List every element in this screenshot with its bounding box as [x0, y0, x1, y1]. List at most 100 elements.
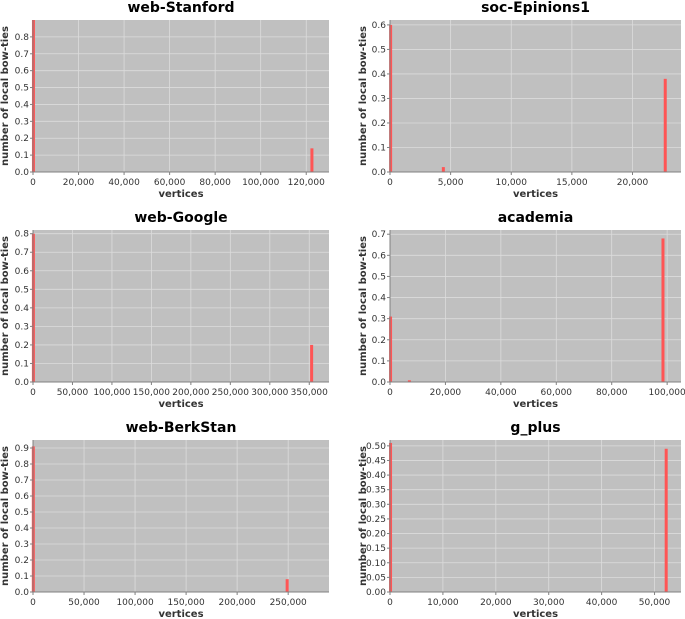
y-axis-label: number of local bow-ties	[358, 26, 369, 166]
x-tick-label: 50,000	[57, 388, 89, 398]
x-tick-label: 40,000	[586, 598, 618, 608]
chart-title: g_plus	[510, 420, 560, 436]
chart-panel-2: 0 5,000 10,000 15,000 20,000 0.0 0.1 0.2 0.3 0.4 0…	[358, 0, 681, 200]
plot-background	[33, 20, 329, 172]
x-tick-label: 0	[30, 598, 36, 608]
chart-title: soc-Epinions1	[481, 0, 590, 16]
x-tick-label: 0	[387, 598, 393, 608]
y-tick-label: 0.2	[15, 341, 29, 351]
x-tick-label: 80,000	[199, 178, 231, 188]
x-tick-label: 60,000	[154, 178, 186, 188]
y-tick-label: 0.25	[366, 515, 386, 525]
x-tick-label: 15,000	[556, 178, 588, 188]
y-tick-label: 0.4	[372, 294, 387, 304]
bar	[389, 24, 393, 172]
x-tick-label: 0	[30, 178, 36, 188]
x-tick-label: 5,000	[438, 178, 464, 188]
y-tick-label: 0.6	[15, 492, 30, 502]
y-tick-label: 0.8	[15, 33, 30, 43]
y-tick-label: 0.6	[372, 21, 387, 31]
bar	[310, 344, 314, 382]
y-tick-label: 0.7	[372, 230, 386, 240]
y-tick-label: 0.4	[372, 70, 387, 80]
x-tick-label: 100,000	[649, 388, 685, 398]
y-tick-label: 0.0	[372, 378, 387, 388]
x-tick-label: 20,000	[480, 598, 512, 608]
y-tick-label: 0.4	[15, 524, 30, 534]
plot-background	[390, 230, 681, 382]
bar	[389, 316, 393, 382]
x-tick-label: 50,000	[639, 598, 671, 608]
y-tick-label: 0.5	[15, 84, 29, 94]
y-tick-label: 0.15	[366, 544, 386, 554]
y-axis-label: number of local bow-ties	[358, 236, 369, 376]
y-tick-label: 0.4	[15, 100, 30, 110]
x-tick-label: 100,000	[93, 388, 130, 398]
chart-panel-6: 0 10,000 20,000 30,000 40,000 50,000 0.00 0.05 0…	[358, 420, 681, 619]
y-tick-label: 0.8	[15, 460, 30, 470]
chart-title: web-Stanford	[127, 0, 234, 16]
x-tick-label: 100,000	[116, 598, 153, 608]
y-tick-label: 0.6	[372, 251, 387, 261]
y-tick-label: 0.1	[15, 359, 29, 369]
x-tick-label: 200,000	[172, 388, 209, 398]
x-axis-label: vertices	[158, 189, 203, 200]
bar	[663, 78, 667, 172]
x-tick-label: 10,000	[427, 598, 459, 608]
x-tick-label: 30,000	[533, 598, 565, 608]
x-tick-label: 10,000	[496, 178, 528, 188]
x-tick-label: 80,000	[596, 388, 628, 398]
bar	[661, 238, 665, 382]
x-tick-label: 250,000	[212, 388, 249, 398]
y-tick-label: 0.40	[366, 471, 386, 481]
y-tick-label: 0.1	[15, 151, 29, 161]
y-tick-label: 0.6	[15, 267, 30, 277]
y-tick-label: 0.8	[15, 230, 30, 240]
y-tick-label: 0.3	[372, 94, 386, 104]
x-tick-label: 20,000	[617, 178, 649, 188]
y-axis-label: number of local bow-ties	[0, 446, 11, 586]
chart-panel-3: 0 50,000 100,000 150,000 200,000 250,000 300,0…	[0, 210, 329, 410]
x-tick-label: 40,000	[108, 178, 140, 188]
bar	[285, 579, 289, 592]
y-tick-label: 0.0	[15, 378, 30, 388]
y-tick-label: 0.6	[15, 67, 30, 77]
bar	[407, 380, 411, 382]
y-tick-label: 0.7	[15, 476, 29, 486]
plot-background	[33, 440, 329, 592]
y-tick-label: 0.10	[366, 559, 386, 569]
x-tick-label: 0	[387, 178, 393, 188]
y-tick-label: 0.2	[372, 119, 386, 129]
bar	[389, 442, 393, 592]
x-tick-label: 60,000	[541, 388, 573, 398]
x-tick-label: 20,000	[430, 388, 462, 398]
x-axis-label: vertices	[158, 609, 203, 619]
y-tick-label: 0.20	[366, 530, 386, 540]
y-tick-label: 0.30	[366, 500, 386, 510]
plot-background	[390, 20, 681, 172]
bar	[664, 448, 668, 592]
chart-title: academia	[498, 210, 574, 226]
y-tick-label: 0.2	[15, 134, 29, 144]
y-tick-label: 0.1	[372, 143, 386, 153]
y-tick-label: 0.5	[372, 272, 386, 282]
y-tick-label: 0.3	[15, 540, 29, 550]
x-axis-label: vertices	[158, 399, 203, 410]
bar	[441, 167, 445, 172]
x-tick-label: 150,000	[133, 388, 170, 398]
y-tick-label: 0.5	[15, 508, 29, 518]
x-tick-label: 0	[30, 388, 36, 398]
y-tick-label: 0.0	[15, 168, 30, 178]
y-tick-label: 0.1	[15, 572, 29, 582]
y-tick-label: 0.4	[15, 304, 30, 314]
y-tick-label: 0.5	[15, 285, 29, 295]
plot-background	[390, 440, 681, 592]
x-axis-label: vertices	[513, 609, 558, 619]
x-tick-label: 200,000	[219, 598, 256, 608]
x-tick-label: 50,000	[68, 598, 100, 608]
y-tick-label: 0.7	[15, 50, 29, 60]
y-tick-label: 0.5	[372, 45, 386, 55]
x-tick-label: 20,000	[63, 178, 95, 188]
x-tick-label: 0	[387, 388, 393, 398]
